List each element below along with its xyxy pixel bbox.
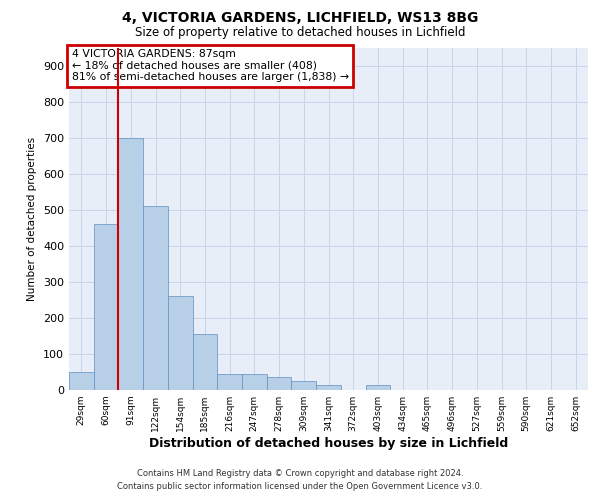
Bar [69,372,94,390]
Bar [168,296,193,390]
Bar [292,381,316,390]
Bar [242,374,267,390]
Bar [94,224,118,390]
Text: 4, VICTORIA GARDENS, LICHFIELD, WS13 8BG: 4, VICTORIA GARDENS, LICHFIELD, WS13 8BG [122,11,478,25]
Bar [316,384,341,390]
Bar [118,138,143,390]
Bar [143,206,168,390]
Text: Contains HM Land Registry data © Crown copyright and database right 2024.
Contai: Contains HM Land Registry data © Crown c… [118,470,482,491]
Bar [365,384,390,390]
Bar [217,374,242,390]
Text: Size of property relative to detached houses in Lichfield: Size of property relative to detached ho… [135,26,465,39]
Y-axis label: Number of detached properties: Number of detached properties [28,136,37,301]
Bar [193,334,217,390]
Text: Distribution of detached houses by size in Lichfield: Distribution of detached houses by size … [149,438,508,450]
Bar [267,378,292,390]
Text: 4 VICTORIA GARDENS: 87sqm
← 18% of detached houses are smaller (408)
81% of semi: 4 VICTORIA GARDENS: 87sqm ← 18% of detac… [71,49,349,82]
